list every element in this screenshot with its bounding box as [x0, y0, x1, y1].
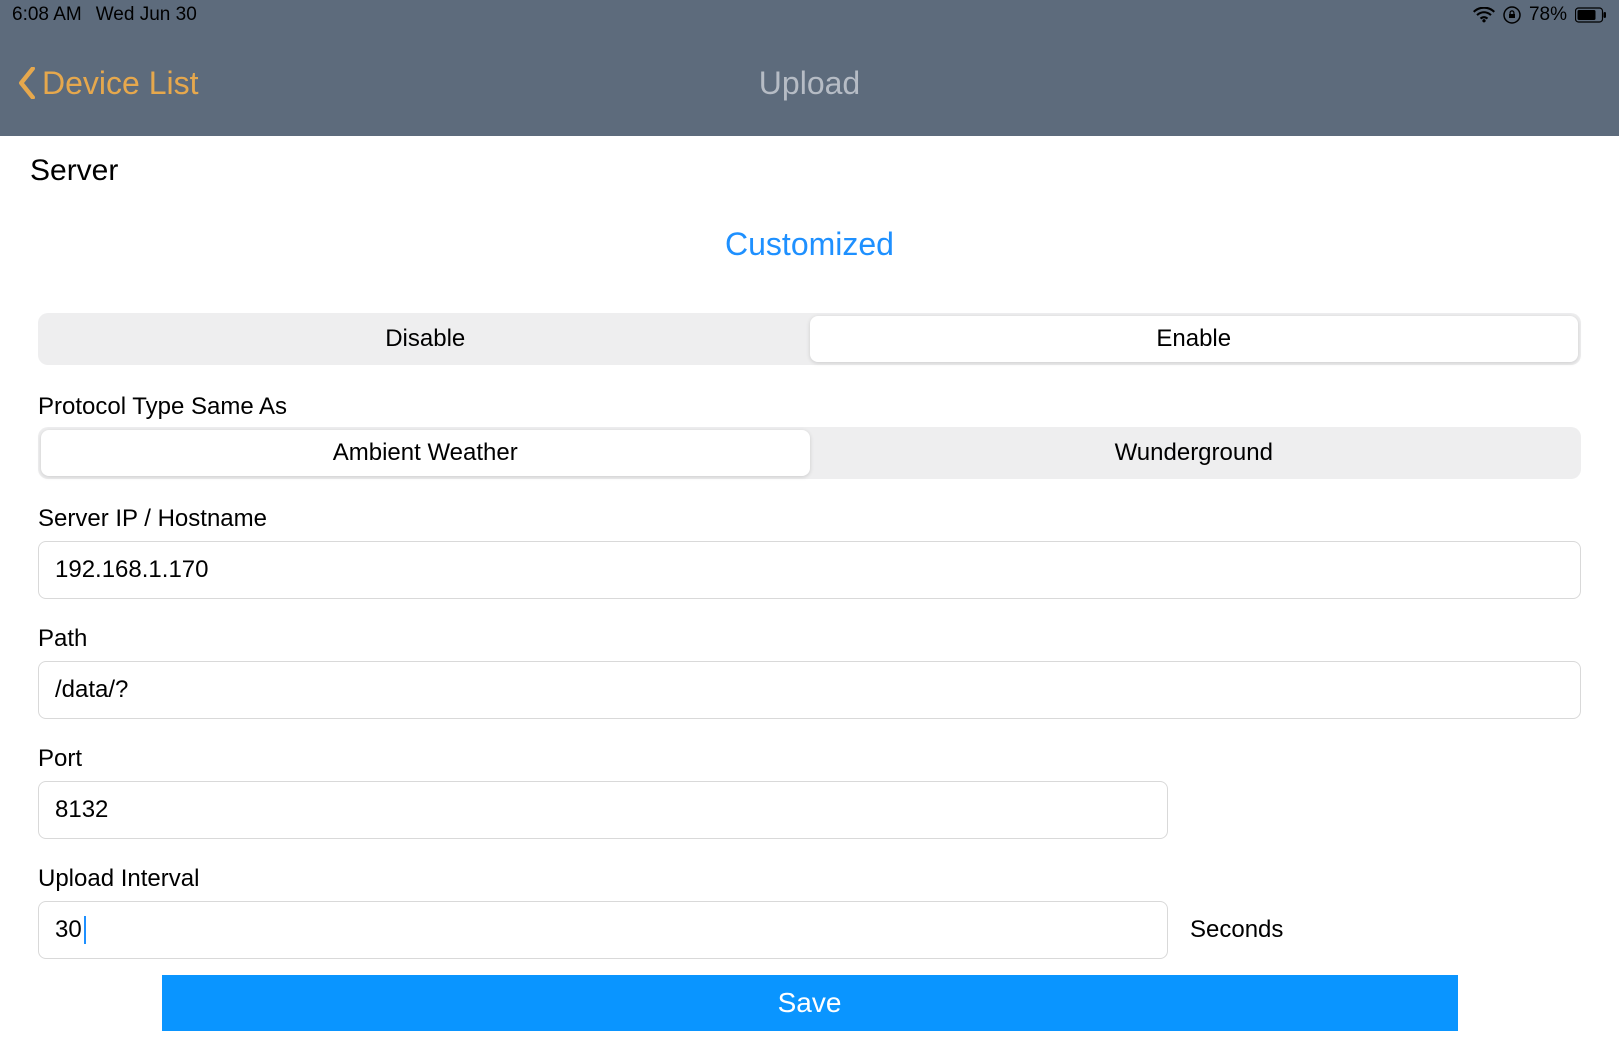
interval-value: 30: [55, 916, 82, 944]
interval-row: 30 Seconds: [38, 901, 1581, 959]
interval-label: Upload Interval: [38, 865, 1581, 893]
section-heading: Server: [0, 136, 1619, 188]
back-button[interactable]: Device List: [0, 65, 199, 102]
orientation-lock-icon: [1503, 6, 1521, 24]
text-cursor: [84, 916, 86, 944]
status-time: 6:08 AM: [12, 4, 82, 26]
interval-input[interactable]: 30: [38, 901, 1168, 959]
content: Server Customized Disable Enable Protoco…: [0, 136, 1619, 1031]
segment-disable[interactable]: Disable: [41, 316, 810, 362]
form-area: Disable Enable Protocol Type Same As Amb…: [0, 263, 1619, 1031]
port-label: Port: [38, 745, 1581, 773]
protocol-segmented: Ambient Weather Wunderground: [38, 427, 1581, 479]
server-mode-link[interactable]: Customized: [0, 226, 1619, 263]
status-date: Wed Jun 30: [96, 4, 197, 26]
hostname-label: Server IP / Hostname: [38, 505, 1581, 533]
nav-bar: Device List Upload: [0, 30, 1619, 136]
back-label: Device List: [42, 65, 199, 102]
segment-wunderground[interactable]: Wunderground: [810, 430, 1579, 476]
segment-ambient-weather[interactable]: Ambient Weather: [41, 430, 810, 476]
protocol-label: Protocol Type Same As: [38, 393, 1581, 421]
path-input[interactable]: [38, 661, 1581, 719]
nav-title: Upload: [759, 65, 860, 102]
status-bar: 6:08 AM Wed Jun 30 78%: [0, 0, 1619, 30]
battery-percent: 78%: [1529, 4, 1567, 26]
chevron-left-icon: [18, 67, 36, 99]
interval-unit: Seconds: [1190, 916, 1283, 944]
port-input[interactable]: [38, 781, 1168, 839]
save-row: Save: [38, 975, 1581, 1031]
path-label: Path: [38, 625, 1581, 653]
enable-segmented: Disable Enable: [38, 313, 1581, 365]
hostname-input[interactable]: [38, 541, 1581, 599]
save-button[interactable]: Save: [162, 975, 1458, 1031]
status-left: 6:08 AM Wed Jun 30: [12, 4, 197, 26]
wifi-icon: [1473, 7, 1495, 23]
battery-icon: [1575, 7, 1607, 23]
segment-enable[interactable]: Enable: [810, 316, 1579, 362]
status-right: 78%: [1473, 4, 1607, 26]
